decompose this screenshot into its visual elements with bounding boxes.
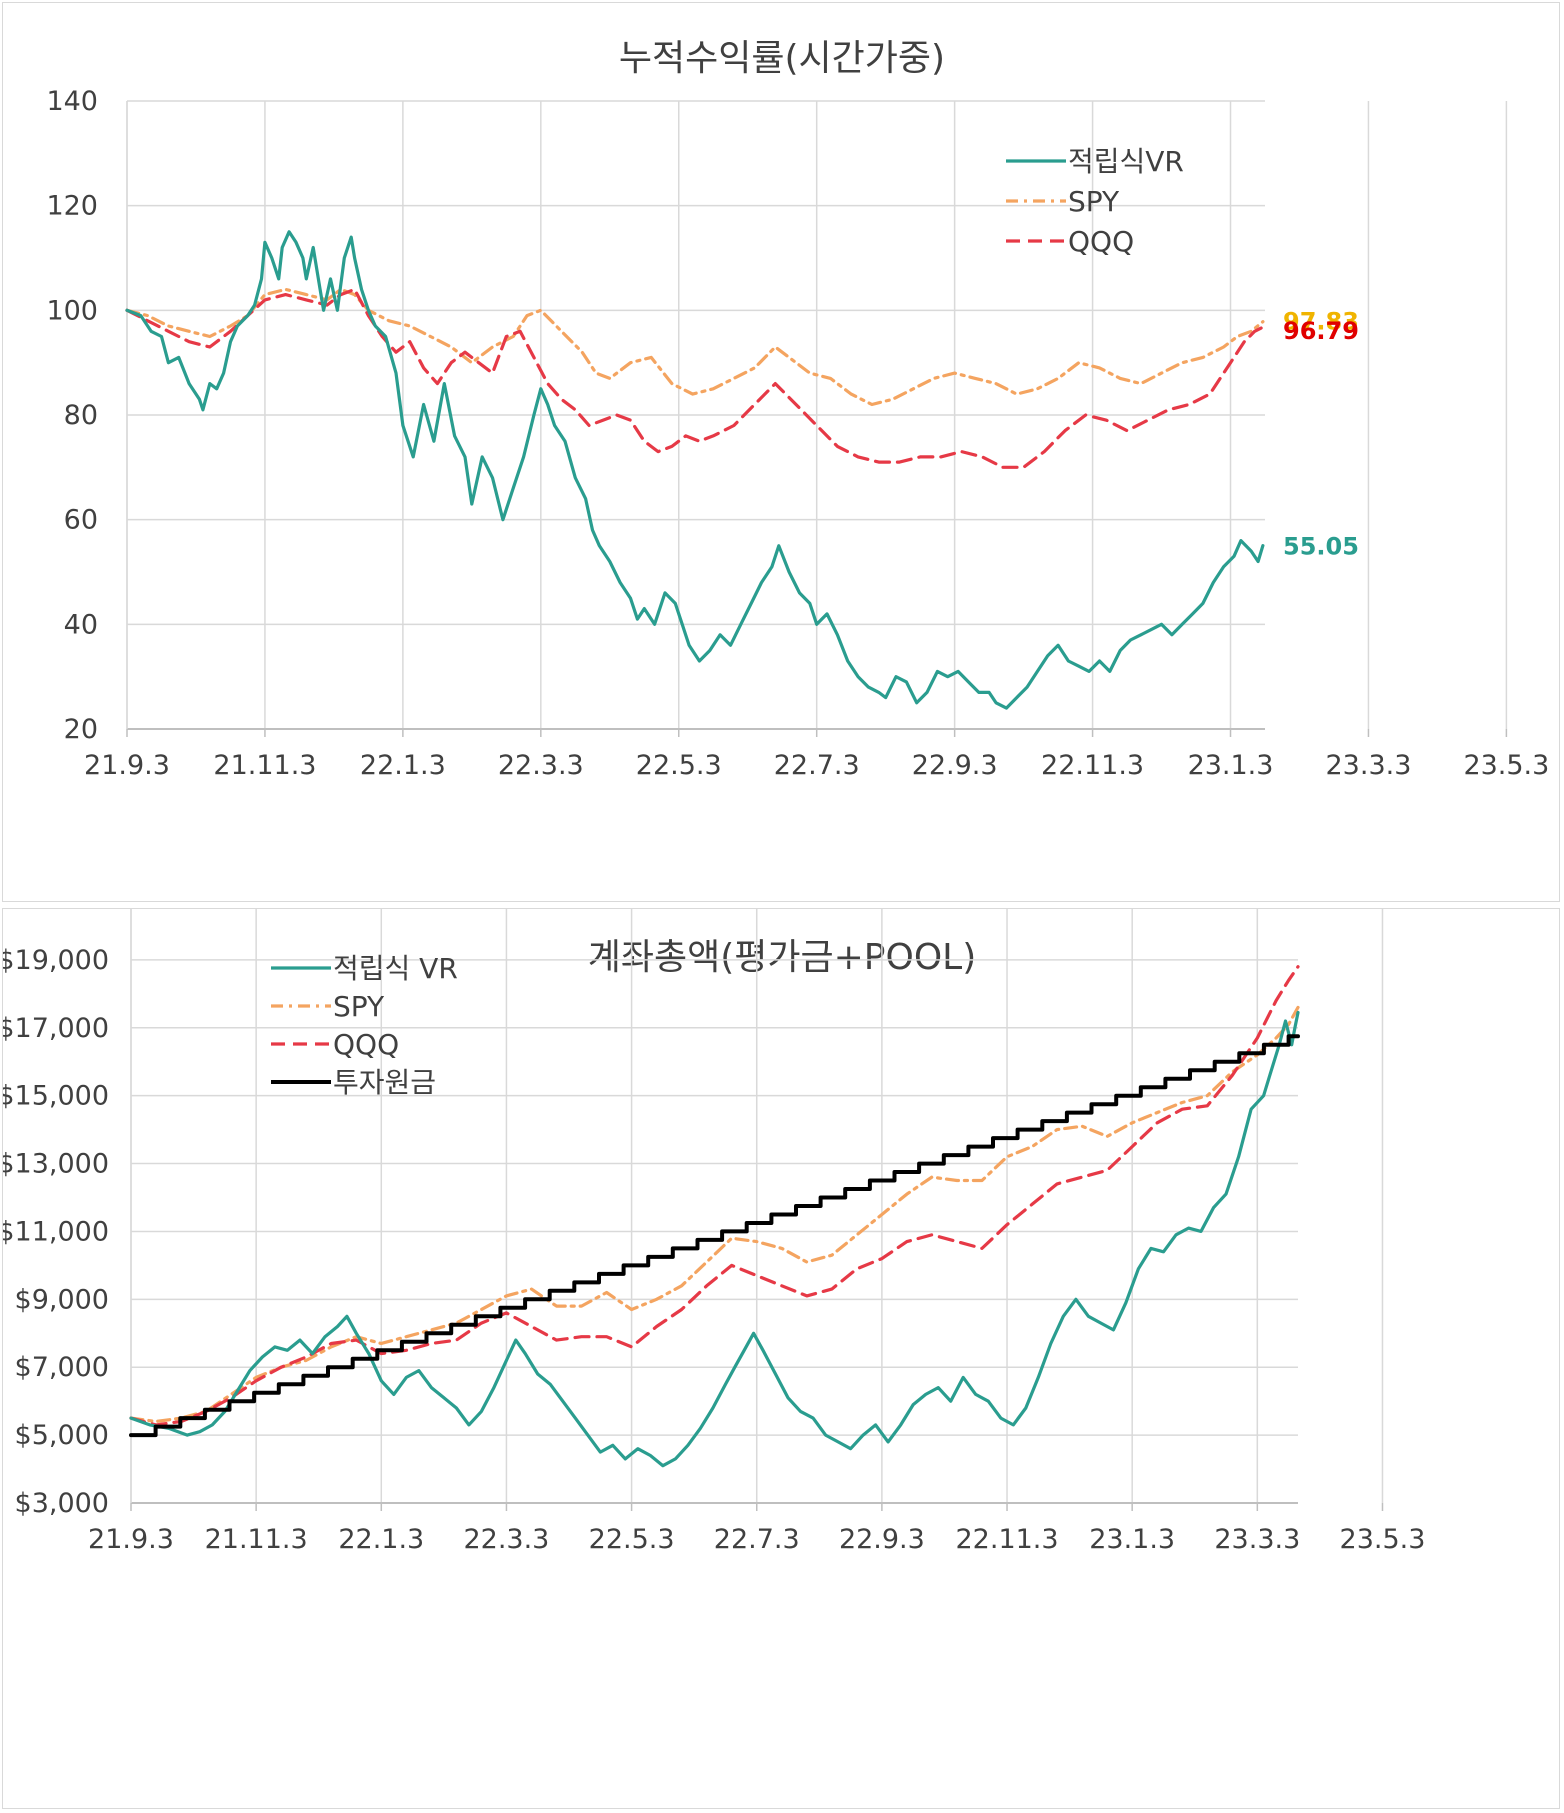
end-value-label: 55.05	[1283, 533, 1359, 561]
x-tick-label: 22.11.3	[956, 1524, 1059, 1555]
end-value-label: 96.79	[1283, 317, 1359, 345]
series-line-spy	[129, 1005, 1300, 1424]
legend-label: 투자원금	[333, 1066, 436, 1099]
series-line-vr	[125, 230, 1265, 710]
x-tick-label: 21.9.3	[88, 1524, 174, 1555]
x-tick-label: 22.5.3	[589, 1524, 675, 1555]
y-tick-label: $5,000	[15, 1420, 109, 1451]
x-tick-label: 21.11.3	[213, 750, 316, 781]
x-tick-label: 23.3.3	[1214, 1524, 1300, 1555]
x-tick-label: 22.1.3	[360, 750, 446, 781]
y-tick-label: $15,000	[3, 1081, 109, 1112]
chart-title: 누적수익률(시간가중)	[619, 38, 945, 79]
x-tick-label: 21.11.3	[205, 1524, 308, 1555]
x-tick-label: 22.7.3	[714, 1524, 800, 1555]
series-line-vr	[129, 1010, 1300, 1468]
y-tick-label: 140	[46, 86, 98, 117]
x-tick-label: 22.3.3	[463, 1524, 549, 1555]
x-tick-label: 22.9.3	[839, 1524, 925, 1555]
x-tick-label: 23.1.3	[1188, 750, 1274, 781]
x-tick-label: 22.5.3	[636, 750, 722, 781]
series-line-qqq	[129, 965, 1300, 1427]
y-tick-label: 80	[64, 400, 98, 431]
y-tick-label: 40	[64, 609, 98, 640]
y-tick-label: $3,000	[15, 1488, 109, 1519]
cumulative-return-chart-panel: 누적수익률(시간가중) 140 120 100 80 60 40 20 21.9.3 21.1…	[2, 2, 1560, 902]
x-tick-label: 22.9.3	[912, 750, 998, 781]
y-tick-label: $9,000	[15, 1284, 109, 1315]
x-tick-label: 22.11.3	[1041, 750, 1144, 781]
x-tick-label: 22.1.3	[338, 1524, 424, 1555]
y-tick-label: $11,000	[3, 1216, 109, 1247]
x-tick-label: 22.3.3	[498, 750, 584, 781]
series-line-spy	[125, 287, 1265, 407]
series-line-principal	[129, 1034, 1300, 1438]
y-tick-label: $7,000	[15, 1352, 109, 1383]
x-tick-label: 21.9.3	[84, 750, 170, 781]
end-value-label: 97.83	[1283, 308, 1359, 336]
y-tick-label: 120	[46, 191, 98, 222]
legend-label: SPY	[1068, 185, 1120, 218]
x-tick-label: 23.5.3	[1463, 750, 1549, 781]
legend-label: QQQ	[333, 1028, 399, 1061]
x-tick-label: 23.3.3	[1326, 750, 1412, 781]
account-total-chart-panel: 계좌총액(평가금+POOL) $21,000$19,000$17,000$15,…	[2, 908, 1560, 1809]
legend-label: SPY	[333, 990, 385, 1023]
x-tick-label: 22.7.3	[774, 750, 860, 781]
chart-title: 계좌총액(평가금+POOL)	[588, 937, 977, 978]
account-total-chart: 계좌총액(평가금+POOL) $21,000$19,000$17,000$15,…	[3, 909, 1426, 1555]
y-tick-label: 60	[64, 505, 98, 536]
y-tick-label: $13,000	[3, 1149, 109, 1180]
y-tick-label: $17,000	[3, 1013, 109, 1044]
cumulative-return-chart: 누적수익률(시간가중) 140 120 100 80 60 40 20 21.9.3 21.1…	[46, 38, 1549, 781]
x-tick-label: 23.5.3	[1340, 1524, 1426, 1555]
legend-label: 적립식 VR	[333, 952, 458, 985]
y-tick-label: 20	[64, 714, 98, 745]
legend-label: QQQ	[1068, 225, 1134, 258]
y-tick-label: $19,000	[3, 945, 109, 976]
x-tick-label: 23.1.3	[1089, 1524, 1175, 1555]
legend-label: 적립식VR	[1068, 145, 1184, 178]
y-tick-label: 100	[46, 295, 98, 326]
